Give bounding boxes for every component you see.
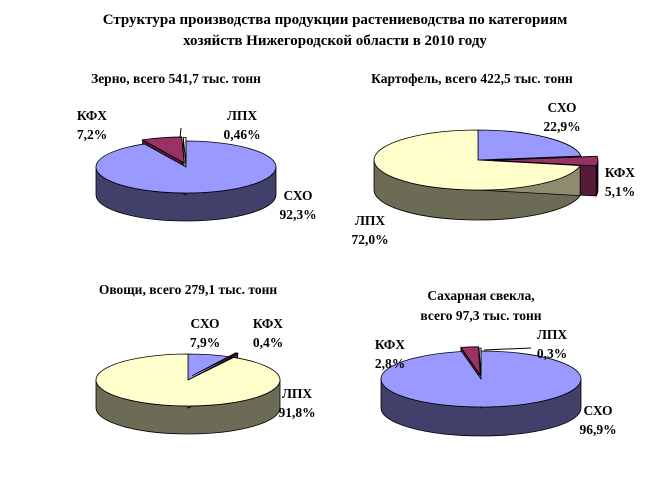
pie-chart-3: Овощи, всего 279,1 тыс. тонн СХО 7,9% КФХ 0,… [95, 282, 316, 435]
leader-line [483, 347, 532, 351]
slice-category: КФХ [253, 316, 283, 331]
slice-ЛПХ [95, 353, 281, 407]
slice-КФХ [493, 155, 599, 167]
slice-label-СХО: СХО 96,9% [579, 403, 616, 437]
slice-percent: 2,8% [375, 356, 405, 371]
slice-percent: 5,1% [605, 184, 635, 199]
slice-label-КФХ: КФХ 7,2% [77, 108, 107, 142]
slice-category: КФХ [375, 337, 405, 352]
slice-label-ЛПХ: ЛПХ 0,46% [223, 108, 260, 142]
slice-category: СХО [548, 100, 577, 115]
pie-chart-1: Зерно, всего 541,7 тыс. тонн СХО 92,3% КФХ 7… [77, 71, 317, 222]
slice-percent: 22,9% [543, 119, 580, 134]
chart-title: Овощи, всего 279,1 тыс. тонн [99, 282, 278, 297]
slice-percent: 0,46% [223, 127, 260, 142]
slice-category: КФХ [77, 108, 107, 123]
slice-КФХ [141, 136, 185, 164]
slice-ЛПХ [478, 347, 482, 377]
pie-chart-4: Сахарная свекла, всего 97,3 тыс. тонн СХО 9… [375, 288, 617, 437]
slice-category: ЛПХ [355, 213, 386, 228]
slice-label-ЛПХ: ЛПХ 91,8% [278, 386, 315, 420]
slice-СХО [380, 350, 582, 408]
chart-title: Зерно, всего 541,7 тыс. тонн [91, 71, 261, 86]
chart-title: Сахарная свекла, всего 97,3 тыс. тонн [420, 288, 541, 323]
slice-category: ЛПХ [227, 108, 258, 123]
slice-label-ЛПХ: ЛПХ 0,3% [537, 327, 568, 361]
slice-percent: 92,3% [279, 207, 316, 222]
slice-category: СХО [284, 188, 313, 203]
slice-percent: 7,2% [77, 127, 107, 142]
slice-ЛПХ [373, 129, 581, 191]
leader-line [179, 127, 182, 139]
slice-percent: 0,4% [253, 335, 283, 350]
slice-label-КФХ: КФХ 0,4% [253, 316, 283, 350]
slice-category: СХО [584, 403, 613, 418]
chart-title: Картофель, всего 422,5 тыс. тонн [371, 71, 573, 86]
slice-ЛПХ [182, 136, 187, 164]
slice-percent: 72,0% [351, 232, 388, 247]
slice-label-ЛПХ: ЛПХ 72,0% [351, 213, 388, 247]
slice-КФХ [460, 346, 481, 377]
slice-percent: 91,8% [278, 405, 315, 420]
slice-category: ЛПХ [282, 386, 313, 401]
slice-label-СХО: СХО 22,9% [543, 100, 580, 134]
slice-СХО [95, 140, 277, 194]
slice-СХО [477, 129, 582, 161]
page-title: Структура производства продукции растени… [0, 10, 670, 52]
slice-percent: 0,3% [537, 346, 567, 361]
slice-category: КФХ [605, 165, 635, 180]
pie-chart-2: Картофель, всего 422,5 тыс. тонн СХО 22,9%… [351, 71, 635, 247]
page-title-line-2: хозяйств Нижегородской области в 2010 го… [183, 33, 487, 49]
page-title-line-1: Структура производства продукции растени… [102, 12, 568, 28]
slice-percent: 96,9% [579, 422, 616, 437]
slice-percent: 7,9% [190, 335, 220, 350]
slice-КФХ [191, 352, 239, 377]
slice-category: СХО [191, 316, 220, 331]
slice-label-КФХ: КФХ 5,1% [605, 165, 635, 199]
slice-label-СХО: СХО 7,9% [190, 316, 220, 350]
slice-label-СХО: СХО 92,3% [279, 188, 316, 222]
slice-category: ЛПХ [537, 327, 568, 342]
slice-label-КФХ: КФХ 2,8% [375, 337, 405, 371]
